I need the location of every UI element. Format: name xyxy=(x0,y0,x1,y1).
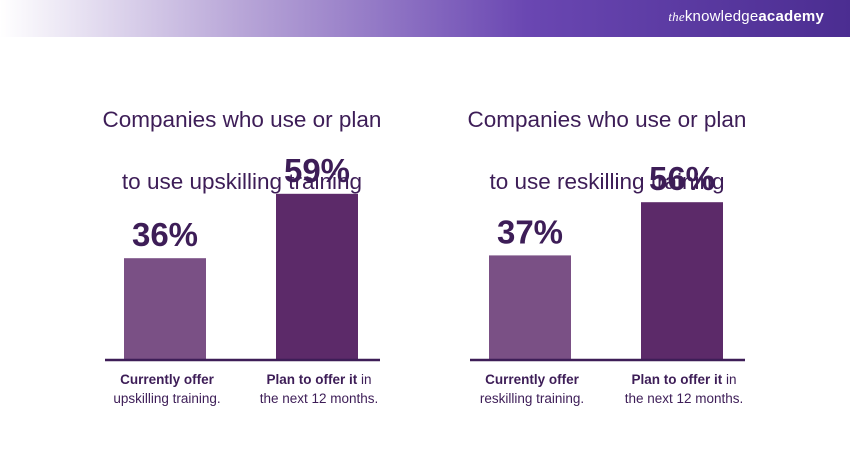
value-label-plan: 59% xyxy=(284,152,350,189)
upskilling-chart: Companies who use or plan to use upskill… xyxy=(77,0,407,450)
category-label-line-2: reskilling training. xyxy=(479,391,585,406)
bar-plot: 37% 56% xyxy=(470,160,745,362)
category-label-plan: Plan to offer it in the next 12 months. xyxy=(609,370,759,408)
chart-title-line-2: to use upskilling training xyxy=(121,169,363,194)
bar-plan xyxy=(276,193,358,359)
brand-prefix: the xyxy=(668,9,685,24)
bar-plan xyxy=(641,202,723,359)
category-label-plan: Plan to offer it in the next 12 months. xyxy=(244,370,394,408)
category-label-rest: in xyxy=(722,372,737,387)
category-label-bold: Plan to offer it xyxy=(631,372,723,387)
bar-plot: 36% 59% xyxy=(105,152,380,362)
reskilling-chart: Companies who use or plan to use reskill… xyxy=(442,0,772,450)
category-label-rest: in xyxy=(357,372,372,387)
header-bar: theknowledgeacademy xyxy=(0,0,850,37)
bar-current xyxy=(489,255,571,359)
value-label-current: 36% xyxy=(132,216,198,253)
value-label-plan: 56% xyxy=(649,160,715,197)
category-label-current: Currently offer reskilling training. xyxy=(457,370,607,408)
category-label-current: Currently offer upskilling training. xyxy=(92,370,242,408)
category-label-bold: Currently offer xyxy=(485,372,579,387)
bar-current xyxy=(124,258,206,359)
chart-title-line-1: Companies who use or plan xyxy=(102,107,382,132)
category-label-line-2: the next 12 months. xyxy=(624,391,744,406)
chart-title-line-2: to use reskilling training xyxy=(489,169,725,194)
value-label-current: 37% xyxy=(497,213,563,250)
chart-title: Companies who use or plan to use reskill… xyxy=(442,73,772,197)
brand-suffix: academy xyxy=(758,8,824,25)
category-label-line-2: upskilling training. xyxy=(113,391,221,406)
brand-name: knowledge xyxy=(684,8,759,25)
category-label-line-2: the next 12 months. xyxy=(259,391,379,406)
category-label-bold: Plan to offer it xyxy=(266,372,358,387)
brand-logo[interactable]: theknowledgeacademy xyxy=(668,8,824,25)
category-label-bold: Currently offer xyxy=(120,372,214,387)
chart-title-line-1: Companies who use or plan xyxy=(467,107,747,132)
chart-title: Companies who use or plan to use upskill… xyxy=(77,73,407,197)
